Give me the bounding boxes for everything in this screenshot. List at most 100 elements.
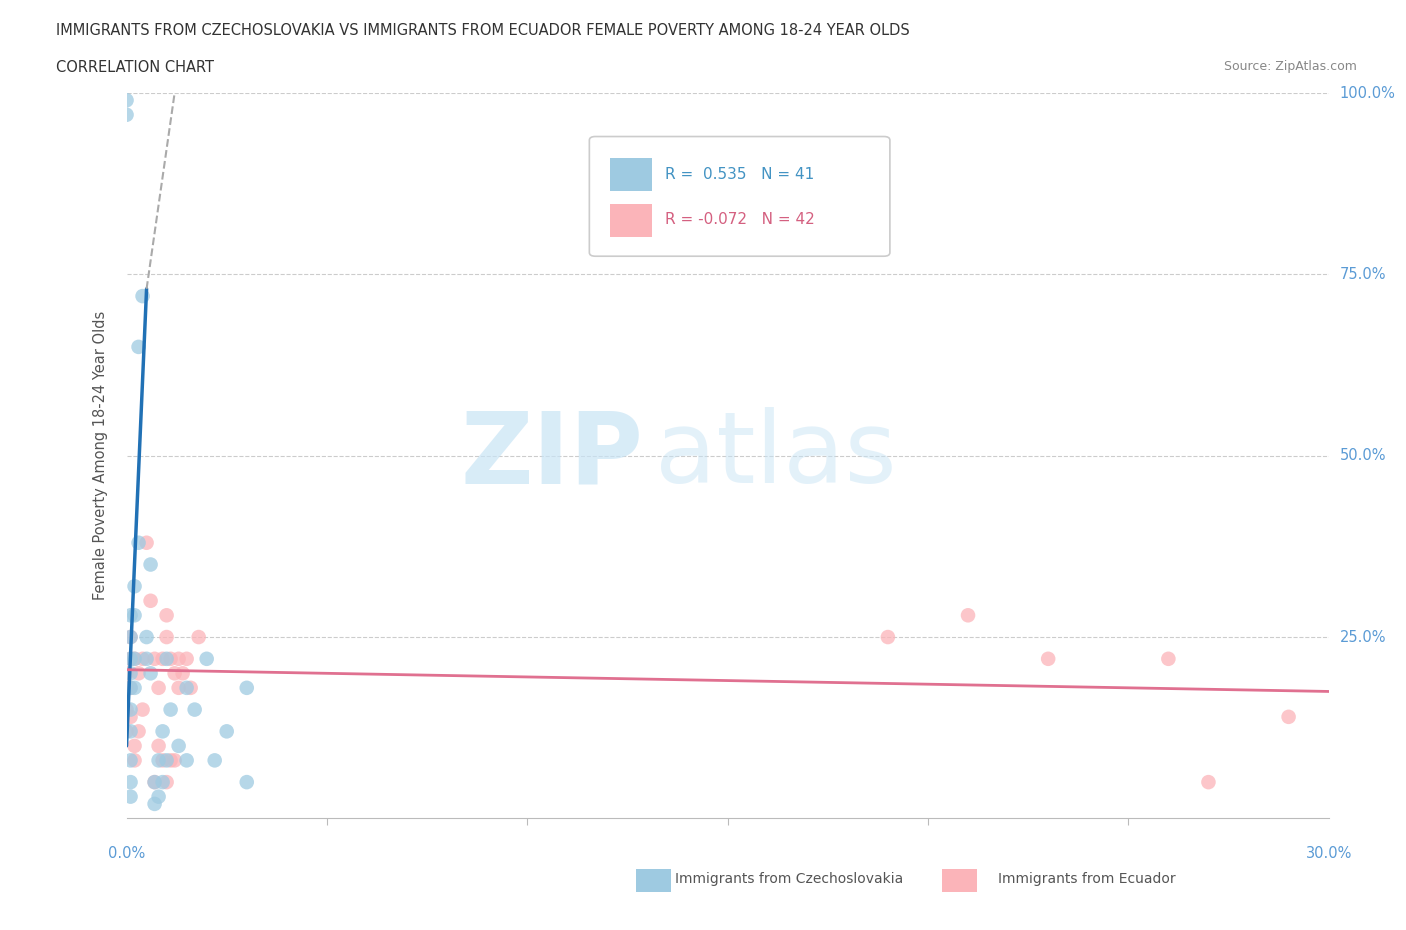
Point [139, 666, 162, 681]
Point [120, 681, 142, 696]
Text: CORRELATION CHART: CORRELATION CHART [56, 60, 214, 75]
Point [124, 681, 146, 696]
Point [115, 107, 138, 122]
Point [115, 702, 138, 717]
Point [155, 775, 177, 790]
Point [120, 702, 142, 717]
Text: R =  0.535   N = 41: R = 0.535 N = 41 [665, 166, 814, 181]
Point [1198, 775, 1220, 790]
Point [163, 753, 186, 768]
Point [235, 681, 259, 696]
Point [143, 775, 166, 790]
Text: 30.0%: 30.0% [1306, 846, 1351, 861]
Bar [610, 158, 652, 191]
Point [131, 651, 153, 666]
Point [124, 753, 146, 768]
Point [163, 666, 186, 681]
Point [167, 681, 190, 696]
Point [128, 536, 150, 551]
Point [120, 724, 142, 738]
Point [159, 753, 181, 768]
Point [143, 775, 166, 790]
Point [235, 775, 259, 790]
Point [172, 666, 194, 681]
Y-axis label: Female Poverty Among 18-24 Year Olds: Female Poverty Among 18-24 Year Olds [93, 311, 108, 601]
Point [1038, 651, 1060, 666]
Point [176, 681, 198, 696]
Text: 0.0%: 0.0% [108, 846, 145, 861]
Point [143, 796, 166, 811]
Bar [610, 204, 652, 236]
Point [148, 753, 170, 768]
Point [124, 578, 146, 593]
Point [152, 775, 174, 790]
Point [120, 666, 142, 681]
Point [155, 630, 177, 644]
Point [120, 790, 142, 804]
Point [128, 666, 150, 681]
Point [128, 339, 150, 354]
Point [124, 608, 146, 623]
Point [204, 753, 226, 768]
Point [135, 536, 157, 551]
Point [1277, 710, 1299, 724]
Point [152, 651, 174, 666]
Point [215, 724, 238, 738]
Point [128, 724, 150, 738]
Point [176, 651, 198, 666]
Point [159, 651, 181, 666]
Text: 75.0%: 75.0% [1340, 267, 1386, 282]
Point [139, 593, 162, 608]
Point [155, 608, 177, 623]
Point [195, 651, 218, 666]
Text: IMMIGRANTS FROM CZECHOSLOVAKIA VS IMMIGRANTS FROM ECUADOR FEMALE POVERTY AMONG 1: IMMIGRANTS FROM CZECHOSLOVAKIA VS IMMIGR… [56, 23, 910, 38]
Point [139, 557, 162, 572]
Text: 100.0%: 100.0% [1340, 86, 1396, 100]
Point [115, 681, 138, 696]
Text: ZIP: ZIP [461, 407, 644, 504]
Point [124, 651, 146, 666]
Point [167, 738, 190, 753]
Text: 50.0%: 50.0% [1340, 448, 1386, 463]
Point [135, 651, 157, 666]
Point [120, 681, 142, 696]
Point [120, 775, 142, 790]
Point [120, 651, 142, 666]
Point [152, 724, 174, 738]
Text: R = -0.072   N = 42: R = -0.072 N = 42 [665, 212, 815, 228]
Point [124, 738, 146, 753]
Point [131, 288, 153, 303]
Text: 25.0%: 25.0% [1340, 630, 1386, 644]
Point [120, 753, 142, 768]
FancyBboxPatch shape [589, 137, 890, 257]
Point [115, 93, 138, 108]
Point [115, 724, 138, 738]
Point [124, 651, 146, 666]
Point [183, 702, 205, 717]
Text: Source: ZipAtlas.com: Source: ZipAtlas.com [1223, 60, 1357, 73]
Point [176, 753, 198, 768]
Point [120, 608, 142, 623]
Point [120, 651, 142, 666]
Point [187, 630, 209, 644]
Point [155, 753, 177, 768]
Text: atlas: atlas [655, 407, 897, 504]
Point [159, 702, 181, 717]
Point [120, 630, 142, 644]
Point [167, 651, 190, 666]
Point [148, 681, 170, 696]
Text: Immigrants from Ecuador: Immigrants from Ecuador [998, 871, 1175, 886]
Point [956, 608, 979, 623]
Point [155, 651, 177, 666]
Point [115, 666, 138, 681]
Point [120, 710, 142, 724]
Point [143, 651, 166, 666]
Point [180, 681, 202, 696]
Point [131, 702, 153, 717]
Point [1157, 651, 1180, 666]
Point [877, 630, 900, 644]
Point [135, 630, 157, 644]
Text: Immigrants from Czechoslovakia: Immigrants from Czechoslovakia [675, 871, 903, 886]
Point [148, 790, 170, 804]
Point [152, 753, 174, 768]
